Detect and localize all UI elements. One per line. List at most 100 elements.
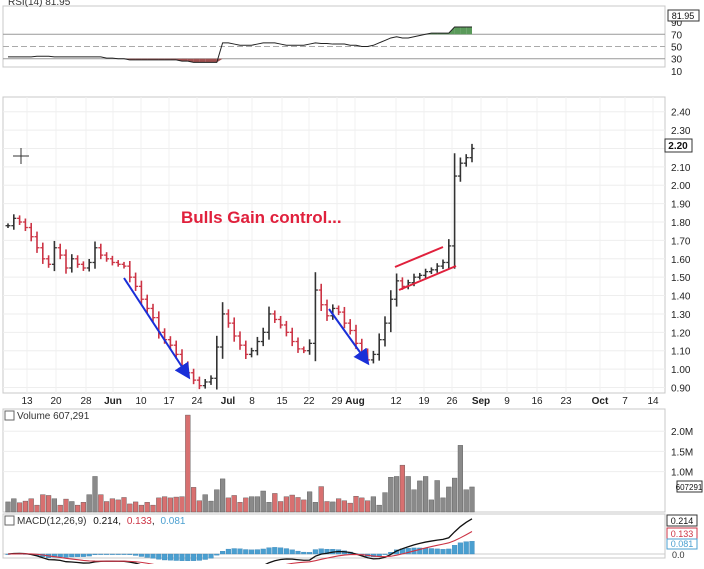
price-bar — [428, 267, 434, 275]
volume-bar — [167, 497, 174, 513]
macd-histogram-bar — [86, 553, 92, 557]
month-tick-label: Sep — [472, 396, 490, 407]
date-tick-label: 15 — [276, 396, 288, 407]
rsi-label: RSI(14) 81.95 — [8, 0, 71, 8]
volume-bar — [74, 504, 81, 513]
macd-histogram-bar — [121, 553, 127, 555]
month-tick-label: Aug — [345, 396, 364, 407]
volume-gridlines — [3, 430, 665, 473]
price-bar — [249, 347, 255, 358]
volume-axis-ticks: 2.0M 1.5M 1.0M — [671, 427, 693, 478]
volume-bar — [272, 493, 278, 513]
volume-bar — [399, 464, 406, 513]
macd-label-prefix: MACD(12,26,9) — [17, 516, 86, 527]
month-tick-label: Jun — [104, 396, 122, 407]
volume-bar — [417, 480, 423, 513]
rsi-oversold-fill — [193, 58, 200, 63]
volume-bar — [208, 500, 214, 513]
date-tick-label: 19 — [418, 396, 430, 407]
rsi-panel-frame — [2, 5, 666, 68]
price-tick-label: 0.90 — [671, 383, 691, 394]
macd-value-box — [666, 514, 698, 527]
volume-bar — [225, 497, 232, 513]
price-bar — [243, 340, 249, 359]
price-bar — [312, 272, 318, 362]
price-bar — [266, 306, 272, 340]
volume-bar — [57, 504, 63, 513]
volume-bar — [359, 497, 365, 513]
volume-bar — [5, 501, 11, 513]
price-bar — [92, 241, 98, 269]
macd-histogram-bar — [173, 553, 179, 561]
price-tick-label: 1.60 — [671, 255, 691, 266]
price-tick-label: 2.30 — [671, 126, 691, 137]
macd-histogram-bar — [254, 549, 260, 555]
last-price-label: 2.20 — [668, 141, 688, 152]
volume-bar — [452, 477, 458, 513]
price-bar — [63, 249, 69, 274]
price-bar — [318, 283, 324, 312]
macd-histogram-bar — [225, 548, 231, 555]
macd-axis-value: 0.214 — [671, 516, 694, 526]
volume-bar — [121, 497, 127, 513]
price-bar — [388, 290, 394, 333]
rsi-last-value-box — [667, 9, 700, 22]
price-bar — [57, 243, 63, 260]
volume-bar — [423, 476, 429, 513]
volume-bar — [365, 500, 371, 513]
volume-bar — [428, 499, 435, 513]
volume-bar — [17, 502, 23, 513]
volume-bar — [138, 504, 145, 513]
date-tick-label: 23 — [560, 396, 572, 407]
macd-histogram-bar — [98, 553, 104, 555]
price-bar — [127, 260, 133, 283]
rsi-oversold-fill — [216, 58, 223, 63]
volume-bar — [185, 414, 191, 513]
price-bar — [46, 255, 52, 268]
date-tick-label: 26 — [446, 396, 458, 407]
macd-toggle-icon[interactable] — [4, 515, 15, 526]
macd-panel-frame — [2, 513, 666, 559]
volume-bar — [266, 502, 272, 513]
macd-histogram-bar — [237, 548, 243, 555]
bulls-annotation: Bulls Gain control... — [181, 208, 342, 227]
volume-bar — [307, 491, 313, 513]
volume-bar — [22, 500, 29, 513]
volume-bar — [109, 498, 116, 513]
macd-histogram-bar — [463, 541, 469, 555]
crosshair-icon[interactable] — [13, 148, 29, 164]
volume-bar — [405, 476, 411, 513]
macd-histogram-bar — [202, 553, 208, 560]
price-bar — [86, 258, 92, 272]
rsi-oversold-fill — [205, 58, 211, 63]
macd-histogram-bar — [434, 548, 440, 555]
volume-bar — [254, 496, 261, 513]
rsi-last-value: 81.95 — [672, 11, 695, 21]
macd-histogram-bar — [318, 548, 324, 555]
date-axis-ticks: 13 20 28 Jun 10 17 24 Jul 8 15 22 29 Aug 12 19 26 Sep 9 16… — [21, 396, 659, 407]
date-tick-label: 13 — [21, 396, 33, 407]
macd-histogram-bar — [272, 547, 278, 555]
volume-bar — [388, 477, 394, 513]
price-tick-label: 1.20 — [671, 328, 691, 339]
volume-bar — [179, 496, 185, 513]
volume-bar — [156, 497, 162, 513]
price-bar — [51, 240, 57, 272]
macd-histogram-bar — [249, 549, 255, 555]
price-bar — [75, 255, 81, 268]
month-tick-label: Jul — [221, 396, 236, 407]
volume-bar — [98, 494, 104, 513]
macd-histogram-bar — [324, 548, 330, 555]
macd-histogram-bar — [63, 553, 69, 558]
volume-bar — [353, 496, 359, 513]
volume-bar — [28, 498, 34, 513]
volume-bar — [394, 476, 400, 513]
volume-bar — [132, 501, 139, 513]
volume-toggle-icon[interactable] — [4, 410, 15, 421]
volume-bar — [161, 496, 168, 513]
date-tick-label: 29 — [331, 396, 343, 407]
macd-histogram-bar — [191, 553, 197, 561]
price-bar — [5, 223, 11, 228]
price-bar — [208, 375, 214, 385]
volume-bar — [237, 502, 243, 513]
